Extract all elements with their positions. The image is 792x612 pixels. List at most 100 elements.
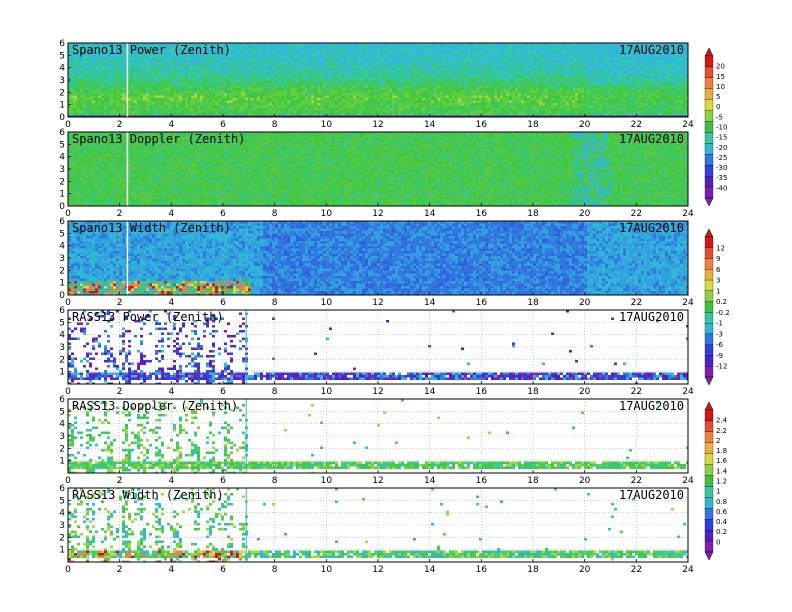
colorbar-label: 0.6	[716, 508, 728, 516]
x-tick-label: 12	[372, 387, 383, 397]
x-tick-label: 16	[476, 476, 488, 486]
x-tick-label: 10	[321, 120, 333, 130]
colorbar-label: -5	[716, 113, 723, 121]
x-tick-label: 2	[117, 209, 123, 219]
x-tick-label: 16	[476, 387, 488, 397]
heatmap-cells	[68, 132, 688, 206]
x-tick-label: 6	[220, 565, 226, 575]
panel-date: 17AUG2010	[619, 43, 684, 57]
x-tick-label: 0	[65, 476, 71, 486]
x-tick-label: 6	[220, 387, 226, 397]
colorbar-label: 2.4	[716, 417, 728, 425]
colorbar-2: 12 9 6 3 1 0.2 -0.2 -1 -3 -6 -9 -12	[704, 228, 730, 386]
panel-date: 17AUG2010	[619, 488, 684, 502]
y-tick-label: 2	[59, 355, 65, 365]
x-tick-label: 14	[424, 387, 436, 397]
panel-date: 17AUG2010	[619, 399, 684, 413]
colorbar-label: 1	[716, 287, 720, 295]
x-tick-label: 24	[682, 209, 694, 219]
colorbar-label: -10	[716, 124, 727, 132]
colorbar-label: 0	[716, 103, 720, 111]
x-tick-label: 8	[272, 298, 278, 308]
y-tick-label: 1	[59, 279, 65, 289]
heatmap-cells	[68, 488, 688, 562]
x-tick-label: 4	[168, 120, 174, 130]
y-tick-label: 6	[59, 306, 65, 316]
colorbar-label: 1.4	[716, 467, 728, 475]
y-tick-label: 1	[59, 101, 65, 111]
y-tick-label: 5	[59, 318, 65, 328]
colorbar-label: 20	[716, 63, 725, 71]
x-tick-label: 16	[476, 209, 488, 219]
x-tick-label: 18	[527, 565, 539, 575]
x-tick-label: 10	[321, 387, 333, 397]
x-tick-label: 24	[682, 298, 694, 308]
colorbar-label: -35	[716, 174, 727, 182]
x-tick-label: 4	[168, 387, 174, 397]
y-tick-label: 1	[59, 190, 65, 200]
colorbar-3: 2.4 2.2 2 1.8 1.6 1.4 1.2 1 0.8 0.6 0.4 0.2 0	[704, 401, 728, 561]
y-tick-label: 5	[59, 407, 65, 417]
x-tick-label: 14	[424, 565, 436, 575]
y-tick-label: 2	[59, 177, 65, 187]
y-tick-label: 4	[59, 153, 65, 163]
colorbar-label: 2.2	[716, 427, 727, 435]
x-tick-label: 22	[631, 476, 642, 486]
x-tick-label: 6	[220, 298, 226, 308]
colorbar-label: 0.2	[716, 298, 727, 306]
x-tick-label: 20	[579, 565, 591, 575]
y-tick-label: 0	[59, 291, 65, 301]
colorbar-label: -12	[716, 363, 727, 371]
x-tick-label: 20	[579, 387, 591, 397]
y-tick-label: 4	[59, 420, 65, 430]
x-tick-label: 8	[272, 476, 278, 486]
y-tick-label: 3	[59, 165, 65, 175]
x-tick-label: 10	[321, 298, 333, 308]
x-tick-label: 0	[65, 120, 71, 130]
heatmap-cells	[68, 221, 688, 295]
x-tick-label: 12	[372, 476, 383, 486]
x-tick-label: 20	[579, 120, 591, 130]
x-tick-label: 0	[65, 387, 71, 397]
x-tick-label: 16	[476, 565, 488, 575]
colorbar-label: -3	[716, 330, 723, 338]
x-tick-label: 8	[272, 209, 278, 219]
panel-title: Spano13 Width (Zenith)	[72, 221, 231, 235]
x-tick-label: 22	[631, 565, 642, 575]
panel-title: RASS13 Doppler (Zenith)	[72, 399, 238, 413]
panel-title: RASS13 Power (Zenith)	[72, 310, 224, 324]
x-tick-label: 4	[168, 209, 174, 219]
x-tick-label: 0	[65, 209, 71, 219]
x-tick-label: 0	[65, 298, 71, 308]
x-tick-label: 22	[631, 120, 642, 130]
colorbar-label: 6	[716, 266, 721, 274]
x-tick-label: 8	[272, 120, 278, 130]
colorbar-label: -15	[716, 134, 727, 142]
colorbar-label: 0	[716, 538, 720, 546]
colorbar-label: 1	[716, 488, 720, 496]
colorbar-label: 12	[716, 244, 725, 252]
y-tick-label: 5	[59, 229, 65, 239]
x-tick-label: 14	[424, 120, 436, 130]
y-tick-label: 2	[59, 444, 65, 454]
x-tick-label: 16	[476, 298, 488, 308]
x-tick-label: 20	[579, 209, 591, 219]
heatmap-cells	[68, 310, 688, 384]
colorbar-label: 2	[716, 437, 720, 445]
y-tick-label: 1	[59, 457, 65, 467]
panel-date: 17AUG2010	[619, 132, 684, 146]
panel-date: 17AUG2010	[619, 310, 684, 324]
y-tick-label: 1	[59, 368, 65, 378]
y-tick-label: 5	[59, 140, 65, 150]
colorbar-label: 3	[716, 277, 720, 285]
x-tick-label: 18	[527, 298, 539, 308]
y-tick-label: 6	[59, 484, 65, 494]
x-tick-label: 2	[117, 298, 123, 308]
y-tick-label: 4	[59, 64, 65, 74]
x-tick-label: 10	[321, 565, 333, 575]
x-tick-label: 2	[117, 120, 123, 130]
y-tick-label: 4	[59, 242, 65, 252]
